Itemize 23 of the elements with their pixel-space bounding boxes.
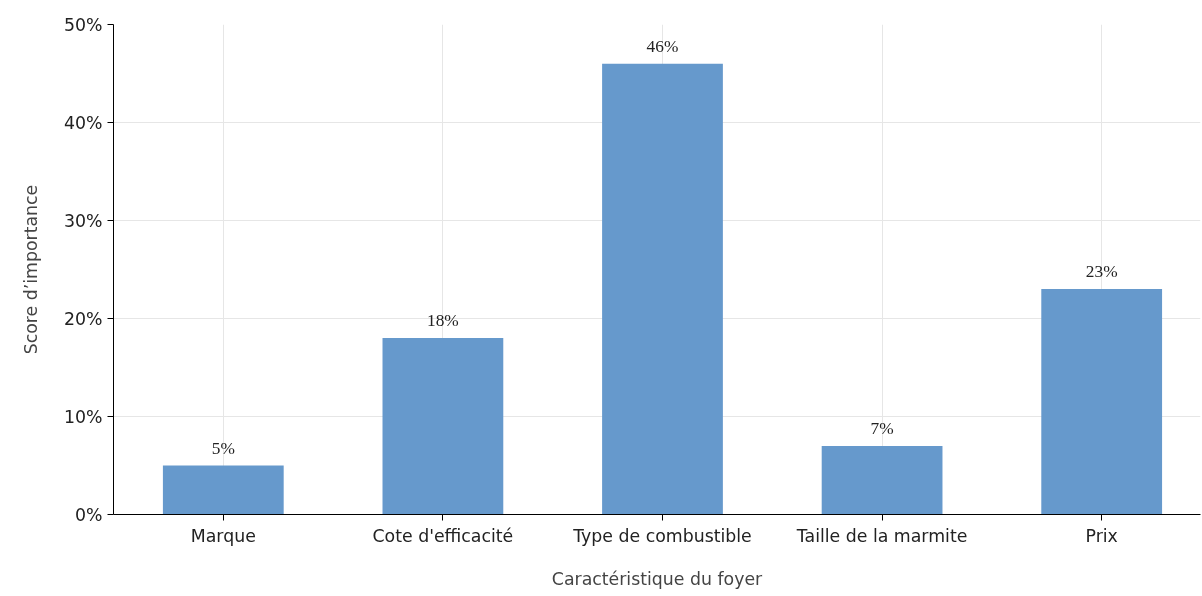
bar (162, 465, 284, 515)
x-axis-title: Caractéristique du foyer (551, 568, 764, 589)
data-label: 5% (211, 438, 235, 458)
data-label: 23% (1085, 262, 1118, 282)
y-tick-label: 10% (63, 406, 103, 427)
bar (821, 445, 943, 515)
bar (382, 338, 504, 515)
data-label: 7% (870, 418, 894, 438)
y-tick-label: 50% (63, 14, 103, 35)
y-tick-label: 40% (63, 112, 103, 133)
data-label: 46% (646, 36, 679, 56)
data-label: 18% (427, 311, 459, 331)
x-tick-label: Prix (1085, 525, 1118, 546)
x-tick-label: Cote d'efficacité (372, 525, 514, 546)
x-tick-label: Taille de la marmite (795, 525, 968, 546)
y-axis-title: Score d’importance (20, 184, 41, 355)
x-tick-label: Type de combustible (572, 525, 752, 546)
y-tick-label: 0% (75, 504, 103, 525)
bar (602, 63, 723, 515)
bar (1041, 289, 1163, 515)
y-tick-label: 30% (63, 210, 103, 231)
x-tick-label: Marque (190, 525, 256, 546)
y-tick-label: 20% (63, 308, 103, 329)
